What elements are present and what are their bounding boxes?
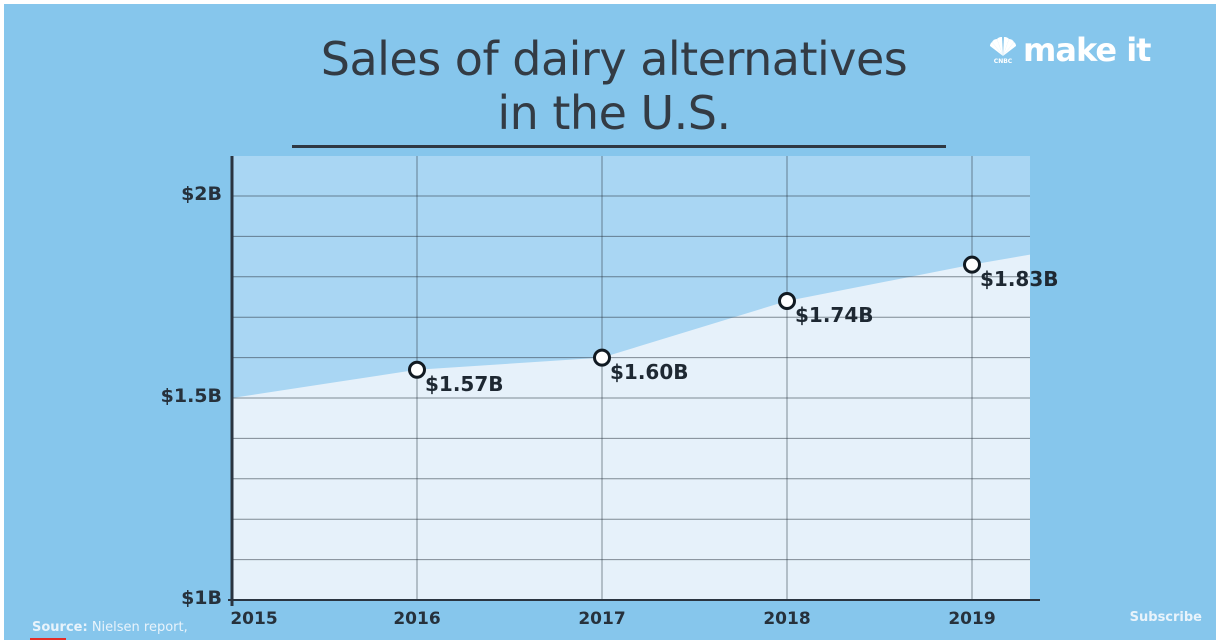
y-tick-label: $1B [181,587,222,609]
x-tick-label: 2017 [578,609,626,629]
chart-title-line2: in the U.S. [497,86,731,140]
x-tick-label: 2019 [948,609,996,629]
source-text: Nielsen report, [91,620,188,635]
area-fill [232,254,1030,600]
data-label: $1.83B [980,266,1059,291]
x-tick-label: 2016 [393,609,441,629]
subscribe-link[interactable]: Subscribe [1129,610,1202,625]
brand-network: CNBC [993,57,1013,65]
source-label: Source: [32,620,88,635]
data-point [408,360,426,379]
y-tick-label: $2B [181,183,222,205]
source-caption: Source: Nielsen report, [32,620,188,635]
chart-svg [228,156,1040,606]
data-point [778,292,796,311]
chart-title-line1: Sales of dairy alternatives [320,32,908,86]
brand-text: make it [1023,31,1151,69]
data-label: $1.57B [425,371,504,396]
brand-logo: CNBC make it [988,31,1151,69]
data-label: $1.60B [610,359,689,384]
peacock-icon: CNBC [988,36,1018,65]
y-tick-label: $1.5B [160,385,222,407]
data-point [963,255,981,274]
x-tick-label: 2018 [763,609,811,629]
data-point [593,348,611,367]
data-label: $1.74B [795,303,874,328]
title-underline [292,145,946,148]
chart-background: Sales of dairy alternatives in the U.S. … [4,4,1216,640]
x-tick-label: 2015 [230,609,278,629]
progress-bar [30,638,66,640]
